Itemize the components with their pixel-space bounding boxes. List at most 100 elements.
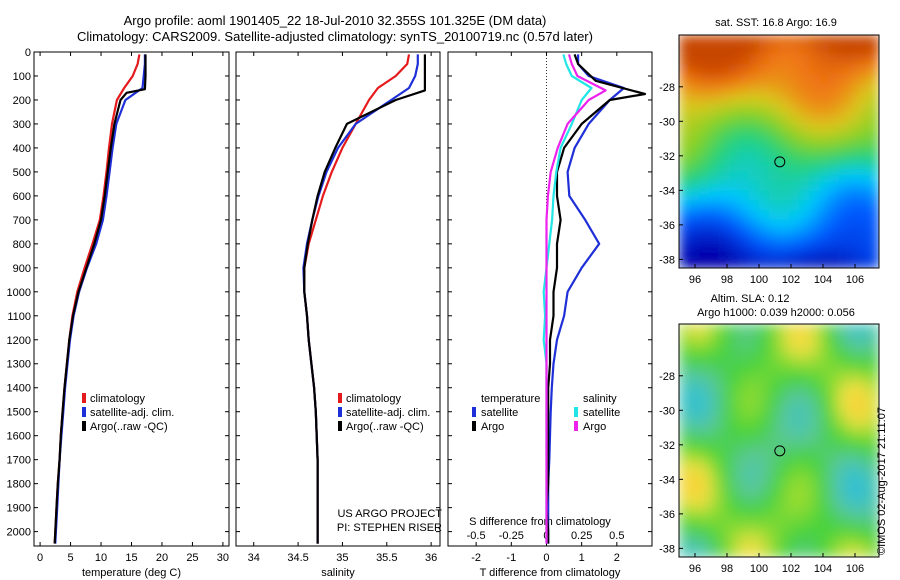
map-cell bbox=[779, 103, 790, 114]
map-cell bbox=[809, 430, 820, 442]
map-cell bbox=[819, 258, 830, 268]
map-cell bbox=[759, 508, 770, 519]
map-cell bbox=[759, 362, 770, 374]
map-cell bbox=[679, 64, 690, 75]
map-cell bbox=[679, 258, 690, 268]
x-axis-label: temperature (deg C) bbox=[82, 567, 181, 579]
map-cell bbox=[839, 450, 850, 461]
map-cell bbox=[749, 229, 760, 240]
map-cell bbox=[709, 229, 720, 240]
map-cell bbox=[699, 248, 710, 260]
x-axis-label: T difference from climatology bbox=[480, 567, 621, 579]
map-cell bbox=[869, 209, 879, 221]
map-cell bbox=[779, 411, 790, 422]
map-cell bbox=[799, 93, 810, 104]
x-tick-label: 0 bbox=[37, 552, 43, 564]
y-tick-label: 1900 bbox=[7, 503, 31, 515]
map-cell bbox=[689, 489, 700, 500]
legend-label: satellite bbox=[481, 407, 518, 419]
map-cell bbox=[729, 469, 740, 481]
map-cell bbox=[829, 459, 840, 471]
map-cell bbox=[679, 248, 690, 260]
map-cell bbox=[849, 103, 860, 114]
map-cell bbox=[679, 141, 690, 153]
map-cell bbox=[849, 343, 860, 354]
map-cell bbox=[689, 527, 700, 539]
map-cell bbox=[759, 469, 770, 481]
map-cell bbox=[769, 132, 780, 143]
map-cell bbox=[719, 238, 730, 250]
map-cell bbox=[739, 219, 750, 230]
map-cell bbox=[679, 229, 690, 240]
map-cell bbox=[789, 353, 800, 364]
map-cell bbox=[769, 54, 780, 65]
map-cell bbox=[809, 459, 820, 471]
map-cell bbox=[769, 372, 780, 383]
map-cell bbox=[829, 372, 840, 383]
map-cell bbox=[779, 44, 790, 56]
map-cell bbox=[779, 200, 790, 211]
map-cell bbox=[719, 219, 730, 230]
map-cell bbox=[809, 103, 820, 114]
map-cell bbox=[859, 54, 870, 65]
map-cell bbox=[769, 430, 780, 442]
map-cell bbox=[849, 83, 860, 94]
y-tick-label: 100 bbox=[13, 71, 31, 83]
map-cell bbox=[699, 440, 710, 451]
map-cell bbox=[759, 219, 770, 230]
map-cell bbox=[819, 527, 830, 539]
map-cell bbox=[729, 440, 740, 451]
map-cell bbox=[719, 93, 730, 104]
map-cell bbox=[699, 132, 710, 143]
map-cell bbox=[719, 170, 730, 182]
map-cell bbox=[679, 392, 690, 403]
map-cell bbox=[719, 103, 730, 114]
map-cell bbox=[729, 450, 740, 461]
map-cell bbox=[799, 170, 810, 182]
map-cell bbox=[749, 382, 760, 393]
map-cell bbox=[679, 209, 690, 221]
map-cell bbox=[679, 54, 690, 65]
map-cell bbox=[869, 362, 879, 374]
map-cell bbox=[819, 324, 830, 335]
map-cell bbox=[869, 469, 879, 481]
legend-swatch bbox=[82, 407, 86, 417]
map-cell bbox=[859, 122, 870, 133]
map-cell bbox=[709, 343, 720, 354]
map-cell bbox=[849, 151, 860, 162]
map-cell bbox=[729, 93, 740, 104]
map-cell bbox=[769, 170, 780, 182]
map-cell bbox=[829, 430, 840, 442]
map-cell bbox=[829, 489, 840, 500]
map-cell bbox=[739, 54, 750, 65]
map-cell bbox=[859, 382, 870, 393]
map-cell bbox=[839, 190, 850, 201]
map-cell bbox=[689, 190, 700, 201]
map-cell bbox=[819, 498, 830, 510]
map-cell bbox=[769, 353, 780, 364]
y-tick-label: 2000 bbox=[7, 527, 31, 539]
map-cell bbox=[779, 372, 790, 383]
map-cell bbox=[759, 547, 770, 557]
legend-swatch bbox=[574, 407, 578, 417]
map-cell bbox=[819, 200, 830, 211]
map-cell bbox=[829, 112, 840, 124]
map-cell bbox=[819, 229, 830, 240]
map-cell bbox=[709, 83, 720, 94]
map-cell bbox=[799, 333, 810, 345]
map-cell bbox=[709, 333, 720, 345]
map-cell bbox=[739, 382, 750, 393]
legend-swatch bbox=[472, 421, 476, 431]
map-cell bbox=[779, 170, 790, 182]
map-cell bbox=[749, 489, 760, 500]
map-y-tick-label: -32 bbox=[659, 151, 675, 163]
imos-timestamp: ©IMOS 02-Aug-2017 21:11:07 bbox=[876, 407, 888, 555]
map-sst bbox=[679, 35, 879, 268]
map-cell bbox=[739, 258, 750, 268]
map-cell bbox=[849, 141, 860, 153]
map-cell bbox=[749, 479, 760, 490]
map-cell bbox=[709, 362, 720, 374]
map-cell bbox=[829, 151, 840, 162]
map-cell bbox=[769, 440, 780, 451]
map-cell bbox=[799, 190, 810, 201]
